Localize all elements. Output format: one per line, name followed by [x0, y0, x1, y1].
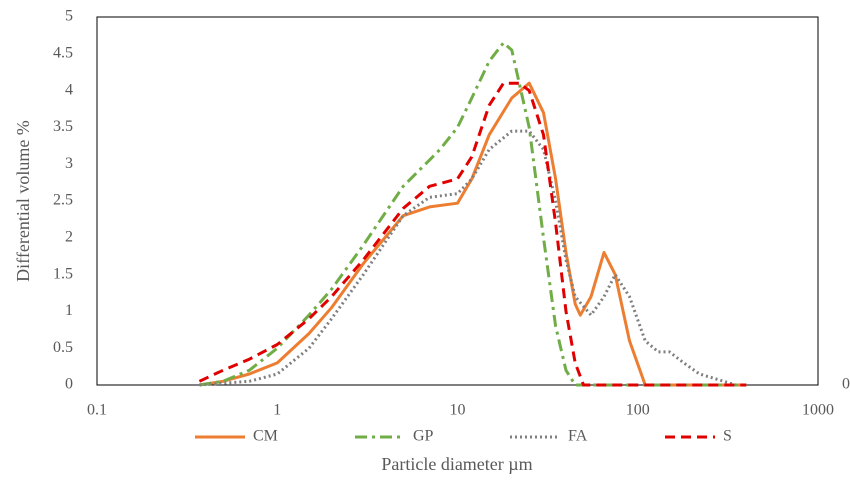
x-tick-label: 10 — [450, 402, 466, 419]
line-series — [199, 41, 747, 387]
y-tick-label: 0 — [65, 376, 73, 393]
y-tick-label: 1 — [65, 302, 73, 319]
line-series — [198, 81, 747, 387]
legend-label: FA — [568, 428, 588, 445]
y-tick-label: 3.5 — [53, 118, 73, 135]
legend-label: S — [723, 428, 732, 445]
y-tick-label: 2.5 — [53, 192, 73, 209]
x-tick-label: 0.1 — [87, 402, 107, 419]
x-tick-label: 100 — [626, 402, 650, 419]
y-tick-label: 4 — [65, 81, 73, 98]
x-tick-label: 1 — [273, 402, 281, 419]
line-series — [199, 81, 747, 387]
x-tick-label: 1000 — [802, 402, 834, 419]
y-tick-label: 5 — [65, 8, 73, 25]
x-axis-title: Particle diameter µm — [381, 454, 532, 474]
legend-label: CM — [253, 428, 278, 445]
legend-label: GP — [413, 428, 434, 445]
y-tick-label: 2 — [65, 228, 73, 245]
y2-tick-label: 0 — [842, 376, 850, 393]
plot-frame — [96, 16, 819, 386]
y-tick-label: 1.5 — [53, 265, 73, 282]
y-axis-title: Differential volume % — [13, 120, 33, 282]
y-tick-label: 3 — [65, 155, 73, 172]
y-tick-label: 4.5 — [53, 44, 73, 61]
line-series — [199, 129, 737, 387]
y-tick-label: 0.5 — [53, 339, 73, 356]
